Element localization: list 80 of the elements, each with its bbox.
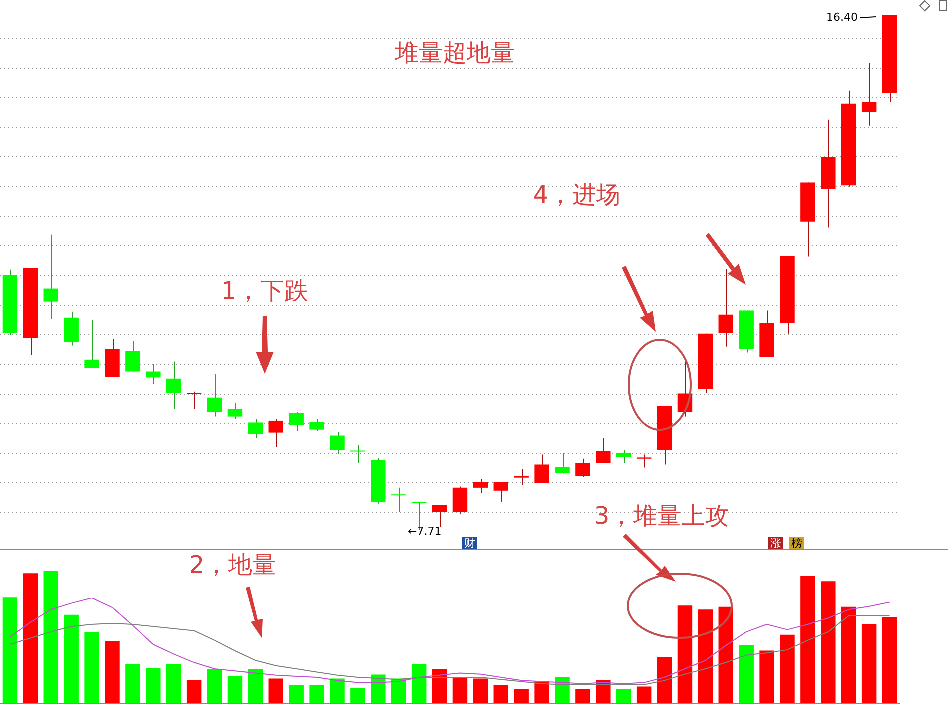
candlestick	[616, 449, 632, 464]
candlestick	[576, 458, 590, 478]
candlestick	[392, 487, 406, 513]
bar	[166, 664, 182, 704]
candlestick	[514, 468, 529, 486]
candlestick	[126, 340, 140, 372]
candlestick	[350, 444, 366, 464]
candlestick	[146, 364, 161, 385]
bar	[534, 681, 550, 704]
bar	[207, 669, 222, 704]
bar	[268, 678, 284, 704]
bar	[821, 582, 836, 704]
bar	[146, 668, 161, 704]
bar	[739, 645, 754, 704]
bar	[678, 606, 693, 704]
bar	[64, 614, 79, 704]
bar	[555, 677, 570, 704]
candlestick	[718, 268, 734, 348]
bar	[473, 678, 488, 704]
annotation: 16.40	[826, 10, 858, 24]
bar	[412, 664, 427, 704]
bar	[780, 634, 795, 704]
bar	[228, 676, 243, 704]
bar	[494, 685, 508, 704]
candlestick	[44, 234, 58, 320]
candlestick	[494, 481, 508, 503]
text: 堆量超地量	[394, 39, 515, 68]
text: 榜	[792, 536, 802, 550]
bar	[636, 686, 652, 704]
candlestick	[84, 320, 100, 369]
candlestick	[534, 454, 550, 484]
bar	[126, 664, 140, 704]
candlestick	[310, 418, 324, 432]
candlestick	[555, 452, 570, 474]
bar	[862, 624, 877, 704]
bar	[698, 610, 714, 704]
bar	[289, 685, 304, 704]
candlestick	[473, 478, 488, 494]
bar	[84, 632, 100, 704]
candlestick	[432, 504, 448, 528]
candlestick	[862, 62, 877, 126]
text: 财	[464, 536, 476, 550]
bar	[23, 574, 38, 704]
bar	[310, 685, 324, 704]
annotation: 4，进场	[533, 181, 621, 210]
candlestick	[596, 438, 611, 464]
candlestick	[289, 412, 304, 432]
bar	[371, 674, 386, 704]
bar	[760, 650, 774, 704]
candlestick	[330, 432, 345, 455]
annotation: ←7.71	[408, 524, 442, 538]
bar	[392, 678, 406, 704]
bar	[248, 669, 264, 704]
bar	[330, 678, 345, 704]
candlestick	[268, 418, 284, 448]
bar	[350, 688, 366, 704]
bar	[616, 689, 632, 704]
candlestick	[186, 391, 202, 410]
bar	[576, 689, 590, 704]
bar	[718, 606, 734, 704]
annotation: 2，地量	[189, 551, 277, 580]
candlestick	[248, 418, 264, 439]
annotation: 1，下跌	[221, 277, 309, 306]
bar	[882, 618, 898, 704]
bar	[657, 657, 672, 704]
bar	[800, 576, 816, 704]
bar	[452, 677, 468, 704]
candlestick	[228, 402, 243, 420]
bar	[842, 606, 856, 704]
text: 涨	[770, 536, 782, 550]
bar	[514, 689, 529, 704]
bar	[432, 669, 448, 704]
bar	[105, 641, 120, 704]
annotation: 3，堆量上攻	[594, 502, 730, 530]
bar	[44, 571, 58, 704]
candlestick	[636, 454, 652, 468]
bar	[2, 598, 18, 704]
candlestick	[166, 361, 182, 410]
bar	[186, 680, 202, 704]
candlestick	[207, 374, 222, 418]
